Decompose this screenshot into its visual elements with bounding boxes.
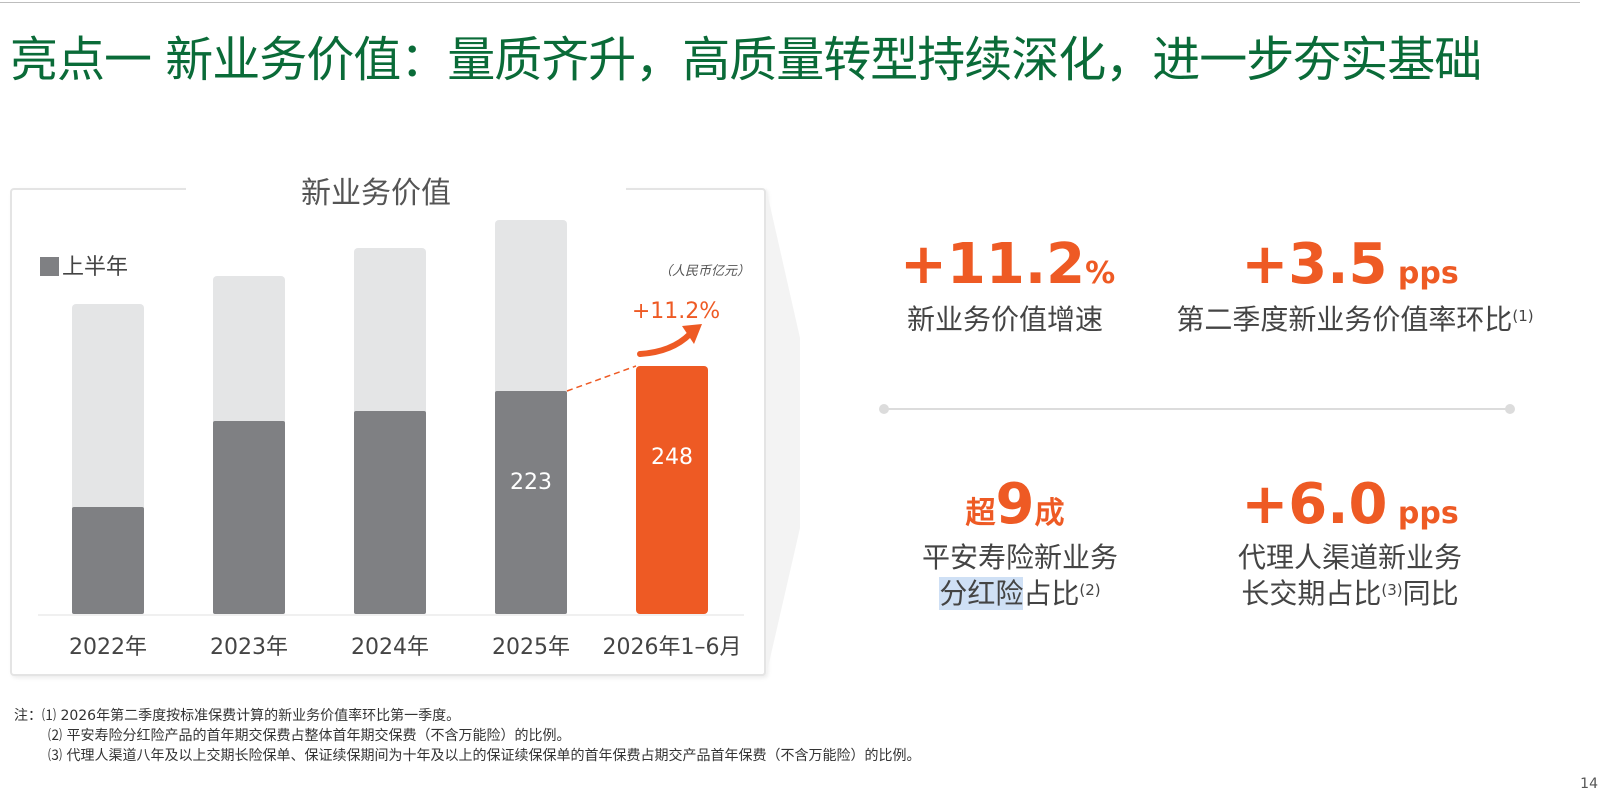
kpi-agency-line2: 长交期占比(3)同比 xyxy=(1200,576,1500,612)
bar-first-half xyxy=(213,421,285,614)
kpi-agency-number: +6.0 xyxy=(1241,472,1388,537)
kpi-agency-label: 代理人渠道新业务 长交期占比(3)同比 xyxy=(1200,540,1500,612)
growth-annotation: +11.2% xyxy=(632,299,720,324)
kpi-participating-number: 9 xyxy=(995,472,1035,537)
top-rule xyxy=(0,2,1580,3)
chart-svg: 上半年 （人民币亿元） 2022年 2023年 2024年 223 2025年 248 2026… xyxy=(38,220,750,660)
legend-swatch xyxy=(40,257,59,276)
chart-title: 新业务价值 xyxy=(301,176,451,211)
kpi-participating-highlight: 分红险 xyxy=(939,577,1024,610)
data-label: 248 xyxy=(651,445,693,470)
panel-title-gap xyxy=(186,182,626,196)
kpi-nbv-growth-label: 新业务价值增速 xyxy=(906,303,1103,336)
kpi-participating-unit: 成 xyxy=(1034,496,1065,531)
page-number: 14 xyxy=(1580,776,1598,792)
kpi-q2-margin-note: (1) xyxy=(1512,307,1534,325)
kpi-nbv-growth-value: +11.2% xyxy=(900,232,1115,297)
footnote-3: ⑶ 代理人渠道八年及以上交期长险保单、保证续保期间为十年及以上的保证续保保单的首… xyxy=(48,748,921,764)
footnote-1: 注：⑴ 2026年第二季度按标准保费计算的新业务价值率环比第一季度。 xyxy=(14,708,461,724)
bar-first-half xyxy=(72,507,144,614)
bar-first-half xyxy=(495,391,567,614)
growth-arrow xyxy=(637,331,693,357)
kpi-participating-note: (2) xyxy=(1079,581,1101,599)
kpi-participating-label: 平安寿险新业务 分红险占比(2) xyxy=(890,540,1150,612)
unit-label: （人民币亿元） xyxy=(659,263,750,279)
page-title: 亮点一 新业务价值：量质齐升，高质量转型持续深化，进一步夯实基础 xyxy=(10,32,1482,88)
kpi-q2-margin-value: +3.5 pps xyxy=(1230,232,1470,297)
kpi-agency-line2-text: 长交期占比 xyxy=(1241,577,1382,610)
kpi-agency-unit: pps xyxy=(1387,496,1459,531)
divider-dot-left xyxy=(879,404,889,414)
kpi-agency-line1: 代理人渠道新业务 xyxy=(1237,541,1462,574)
footnote-2: ⑵ 平安寿险分红险产品的首年期交保费占整体首年期交保费（不含万能险）的比例。 xyxy=(48,728,571,744)
category-label: 2024年 xyxy=(351,635,429,660)
kpi-q2-margin-unit: pps xyxy=(1387,256,1459,291)
footnote-lead: 注： xyxy=(14,708,42,724)
kpi-participating-prefix: 超 xyxy=(965,496,996,531)
growth-dashed-line xyxy=(566,365,637,392)
kpi-nbv-growth-unit: % xyxy=(1085,256,1116,291)
kpi-participating-line2-text: 占比 xyxy=(1023,577,1080,610)
category-label: 2025年 xyxy=(492,635,570,660)
legend-label: 上半年 xyxy=(62,255,128,280)
growth-arrow-head xyxy=(682,324,702,344)
panel-connector xyxy=(766,188,800,676)
category-label: 2023年 xyxy=(210,635,288,660)
kpi-agency-note: (3) xyxy=(1381,581,1403,599)
kpi-divider xyxy=(884,408,1510,410)
kpi-q2-margin-text: 第二季度新业务价值率环比 xyxy=(1176,303,1513,336)
data-label: 223 xyxy=(510,470,552,495)
kpi-q2-margin-label: 第二季度新业务价值率环比(1) xyxy=(1160,302,1550,338)
kpi-q2-margin-number: +3.5 xyxy=(1241,232,1388,297)
category-label: 2022年 xyxy=(69,635,147,660)
kpi-agency-value: +6.0 pps xyxy=(1230,472,1470,537)
kpi-nbv-growth-number: +11.2 xyxy=(900,232,1086,297)
category-label: 2026年1–6月 xyxy=(603,635,742,660)
kpi-participating-line2: 分红险占比(2) xyxy=(890,576,1150,612)
footnotes: 注：⑴ 2026年第二季度按标准保费计算的新业务价值率环比第一季度。 ⑵ 平安寿… xyxy=(14,706,920,766)
kpi-participating-value: 超9成 xyxy=(915,472,1115,537)
kpi-agency-line2-tail: 同比 xyxy=(1402,577,1459,610)
bar-first-half xyxy=(354,411,426,614)
divider-dot-right xyxy=(1505,404,1515,414)
bar-highlight xyxy=(636,366,708,614)
kpi-participating-line1: 平安寿险新业务 xyxy=(921,541,1118,574)
